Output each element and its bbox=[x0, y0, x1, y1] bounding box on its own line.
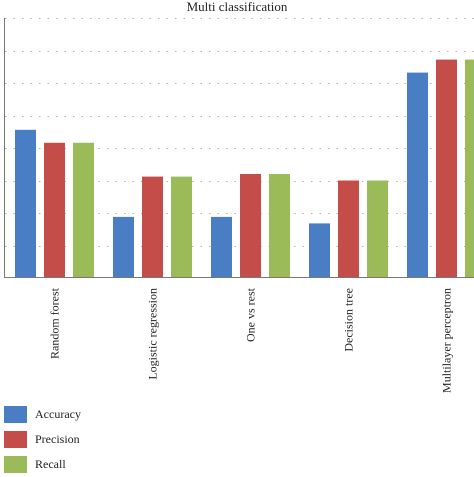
bar-precision-decision-tree bbox=[338, 180, 359, 278]
bar-precision-one-vs-rest bbox=[240, 174, 261, 278]
legend-swatch-accuracy bbox=[4, 406, 27, 423]
bar-recall-one-vs-rest bbox=[269, 174, 290, 278]
legend-swatch-precision bbox=[4, 431, 27, 448]
bar-precision-random-forest bbox=[44, 142, 65, 278]
bar-accuracy-decision-tree bbox=[309, 223, 330, 278]
bar-accuracy-multilayer-perceptron bbox=[407, 72, 428, 278]
legend-label-recall: Recall bbox=[35, 457, 66, 471]
bar-accuracy-one-vs-rest bbox=[211, 216, 232, 278]
chart-title: Multi classification bbox=[187, 0, 288, 14]
bar-accuracy-logistic-regression bbox=[113, 216, 134, 278]
x-tick-label: Multilayer perceptron bbox=[440, 288, 454, 393]
bars bbox=[15, 59, 474, 278]
legend: Accuracy Precision Recall bbox=[4, 402, 81, 477]
x-tick-label: Random forest bbox=[48, 287, 62, 359]
x-tick-label: One vs rest bbox=[244, 287, 258, 342]
category-labels: Random forest Logistic regression One vs r… bbox=[48, 287, 454, 393]
x-tick-label: Logistic regression bbox=[146, 288, 160, 380]
bar-precision-multilayer-perceptron bbox=[436, 59, 457, 278]
x-tick-label: Decision tree bbox=[342, 288, 356, 352]
bar-accuracy-random-forest bbox=[15, 129, 36, 278]
bar-recall-multilayer-perceptron bbox=[465, 59, 474, 278]
legend-label-precision: Precision bbox=[35, 432, 80, 446]
legend-item-precision: Precision bbox=[4, 427, 81, 452]
bar-precision-logistic-regression bbox=[142, 176, 163, 278]
bar-recall-logistic-regression bbox=[171, 176, 192, 278]
legend-item-accuracy: Accuracy bbox=[4, 402, 81, 427]
bar-chart: Multi classification Random forest Logist… bbox=[4, 0, 474, 393]
legend-label-accuracy: Accuracy bbox=[35, 407, 81, 421]
legend-swatch-recall bbox=[4, 456, 27, 473]
bar-recall-decision-tree bbox=[367, 180, 388, 278]
legend-item-recall: Recall bbox=[4, 452, 81, 477]
bar-recall-random-forest bbox=[73, 142, 94, 278]
